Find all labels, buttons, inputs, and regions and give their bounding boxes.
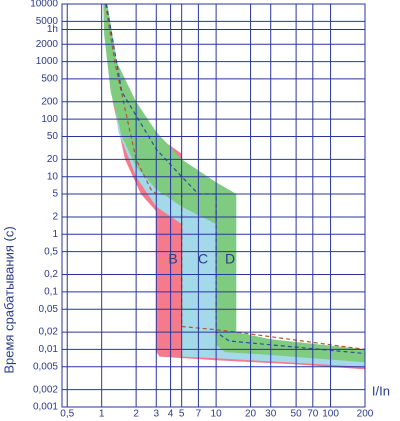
y-tick-label: 200 — [41, 96, 58, 107]
x-tick-label: 1 — [99, 409, 105, 420]
y-tick-label: 50 — [47, 131, 59, 142]
x-tick-label: 20 — [245, 409, 257, 420]
x-tick-label: 7 — [196, 409, 202, 420]
y-axis-label: Время срабатывания (c) — [1, 226, 16, 373]
y-tick-label: 0,2 — [44, 269, 58, 280]
y-tick-label: 0,002 — [33, 384, 58, 395]
y-tick-label: 0,001 — [33, 402, 58, 413]
band — [104, 4, 365, 370]
y-tick-label: 0,02 — [39, 327, 59, 338]
y-tick-label: 0,005 — [33, 361, 58, 372]
y-tick-label: 2 — [52, 212, 58, 223]
y-tick-label: 0,1 — [44, 286, 58, 297]
x-tick-label: 50 — [291, 409, 303, 420]
y-tick-label: 5 — [52, 189, 58, 200]
y-tick-label: 20 — [47, 154, 59, 165]
band-label: B — [168, 251, 177, 267]
y-tick-label: 2000 — [36, 39, 59, 50]
x-tick-label: 3 — [154, 409, 160, 420]
x-tick-label: 4 — [168, 409, 174, 420]
y-tick-label: 10 — [47, 171, 59, 182]
x-tick-label: 10 — [211, 409, 223, 420]
band-label: C — [198, 251, 208, 267]
y-tick-label: 0,5 — [44, 246, 58, 257]
grid — [61, 3, 366, 408]
x-axis-label: I/In — [372, 383, 390, 398]
x-tick-label: 0,5 — [60, 409, 74, 420]
x-tick-label: 2 — [133, 409, 139, 420]
y-tick-label: 10000 — [30, 0, 58, 10]
plot-data — [103, 3, 366, 370]
band-label: D — [225, 251, 235, 267]
y-tick-label: 1h — [47, 24, 58, 35]
x-tick-label: 70 — [307, 409, 319, 420]
y-tick-label: 5000 — [36, 16, 59, 27]
x-tick-label: 100 — [322, 409, 339, 420]
y-tick-label: 1 — [52, 229, 58, 240]
band — [103, 4, 365, 363]
y-tick-label: 500 — [41, 74, 58, 85]
x-tick-label: 200 — [357, 409, 374, 420]
x-tick-label: 30 — [265, 409, 277, 420]
y-tick-label: 0,01 — [39, 344, 59, 355]
y-tick-label: 0,05 — [39, 304, 59, 315]
x-tick-label: 5 — [179, 409, 185, 420]
y-tick-label: 1000 — [36, 56, 59, 67]
y-tick-label: 100 — [41, 114, 58, 125]
